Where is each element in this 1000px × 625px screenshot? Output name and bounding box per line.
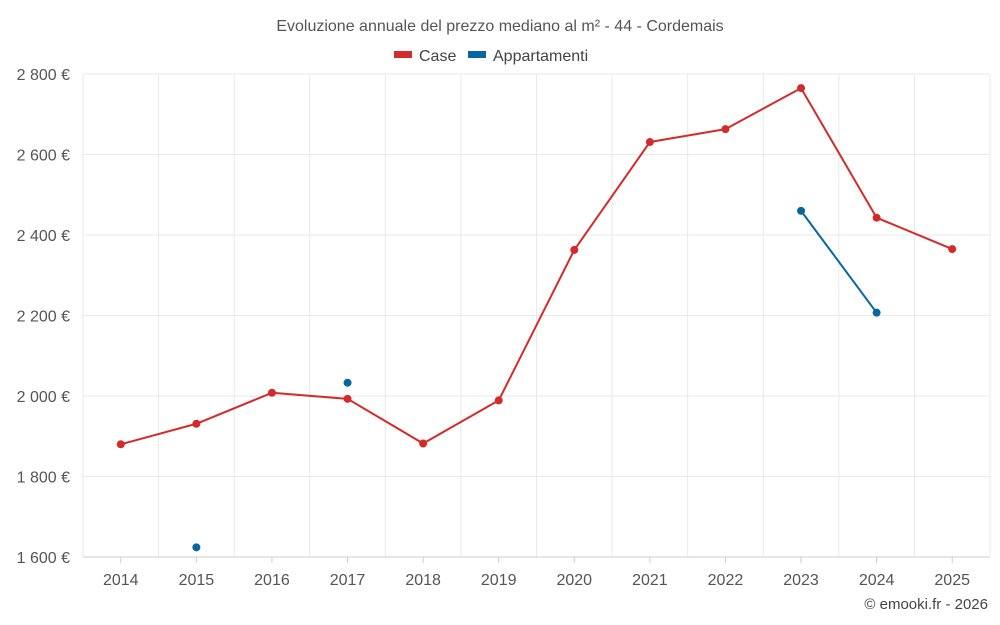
y-tick-label: 2 400 €: [17, 228, 70, 245]
chart-title: Evoluzione annuale del prezzo mediano al…: [276, 18, 723, 35]
data-point-appartamenti[interactable]: 2024: 2207: [872, 308, 881, 317]
y-tick-label: 2 600 €: [17, 148, 70, 165]
x-tick-label: 2021: [632, 572, 668, 589]
series-line-case: [120, 87, 953, 446]
x-tick-label: 2017: [330, 572, 366, 589]
x-tick-label: 2015: [179, 572, 215, 589]
data-point-case[interactable]: 2019: 1989: [494, 396, 503, 405]
y-tick-label: 2 800 €: [17, 67, 70, 84]
data-point-case[interactable]: 2022: 2663: [721, 125, 730, 134]
legend-label-appartamenti: Appartamenti: [493, 48, 588, 65]
x-tick-label: 2022: [708, 572, 744, 589]
x-tick-label: 2025: [934, 572, 970, 589]
data-point-case[interactable]: 2017: 1993: [343, 394, 352, 403]
legend: Case Appartamenti: [394, 48, 588, 65]
x-tick-label: 2024: [859, 572, 895, 589]
y-axis: 1 600 € 1 800 € 2 000 € 2 200 € 2 400 € 2 600…: [17, 67, 70, 567]
data-point-appartamenti[interactable]: 2023: 2460: [797, 206, 806, 215]
series-line-appartamenti: [800, 210, 878, 314]
x-axis: 2014 2015 2016 2017 2018 2019 2020 2021 2022 2023…: [83, 556, 990, 589]
data-point-case[interactable]: 2015: 1931: [192, 419, 201, 428]
data-point-case[interactable]: 2023: 2765: [797, 84, 806, 93]
credit-text: © emooki.fr - 2026: [864, 596, 988, 613]
x-tick-label: 2019: [481, 572, 517, 589]
x-tick-label: 2018: [405, 572, 441, 589]
data-point-case[interactable]: 2018: 1882: [419, 439, 428, 448]
series-appartamenti: 2015: 1624 2017: 2033 2023: 2460 2024: 2207: [192, 206, 881, 552]
series-case: 2014: 1880 2015: 1931 2016: 2008 2017: 1993…: [116, 84, 957, 449]
y-tick-label: 2 000 €: [17, 389, 70, 406]
legend-swatch-appartamenti: [468, 51, 486, 58]
x-tick-label: 2020: [556, 572, 592, 589]
legend-item-appartamenti[interactable]: Appartamenti: [468, 48, 588, 65]
series: 2014: 1880 2015: 1931 2016: 2008 2017: 1993…: [116, 84, 957, 552]
y-tick-label: 1 600 €: [17, 550, 70, 567]
legend-swatch-case: [394, 51, 412, 58]
data-point-case[interactable]: 2024: 2443: [872, 213, 881, 222]
data-point-case[interactable]: 2025: 2365: [948, 245, 957, 254]
data-point-case[interactable]: 2016: 2008: [267, 388, 276, 397]
legend-label-case: Case: [419, 48, 456, 65]
data-point-appartamenti[interactable]: 2017: 2033: [343, 378, 352, 387]
grid: [82, 73, 991, 557]
y-tick-label: 1 800 €: [17, 470, 70, 487]
legend-item-case[interactable]: Case: [394, 48, 456, 65]
x-tick-label: 2023: [783, 572, 819, 589]
data-point-case[interactable]: 2020: 2363: [570, 245, 579, 254]
x-tick-label: 2014: [103, 572, 139, 589]
data-point-appartamenti[interactable]: 2015: 1624: [192, 543, 201, 552]
data-point-case[interactable]: 2021: 2631: [645, 138, 654, 147]
data-point-case[interactable]: 2014: 1880: [116, 440, 125, 449]
x-tick-label: 2016: [254, 572, 290, 589]
y-tick-label: 2 200 €: [17, 309, 70, 326]
